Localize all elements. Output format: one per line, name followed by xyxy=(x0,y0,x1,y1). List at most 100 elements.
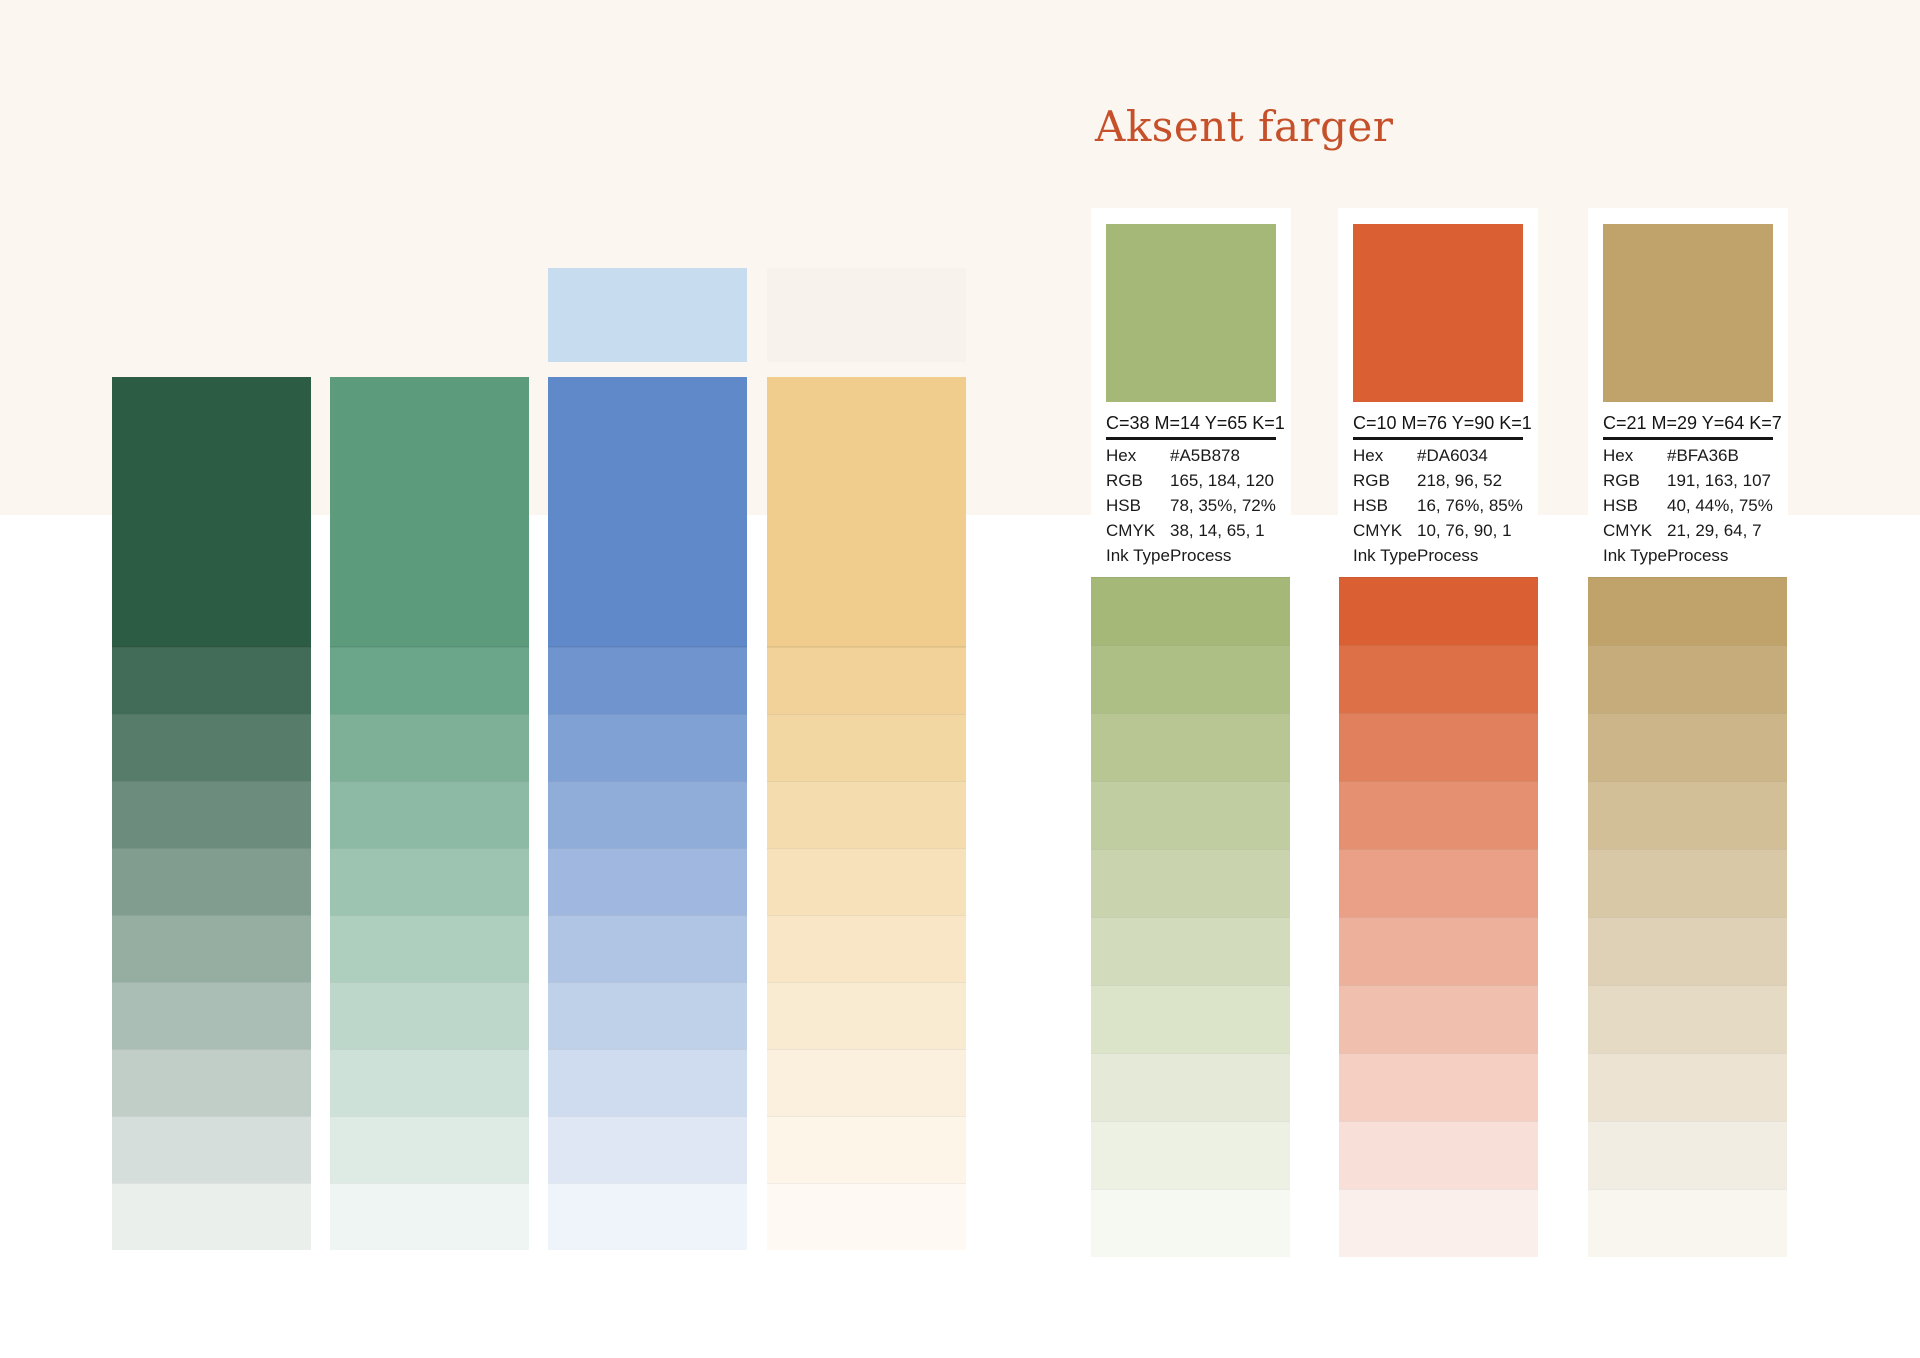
tint-swatch xyxy=(767,915,966,982)
palette-column-dark-green xyxy=(112,0,311,1358)
tint-swatch xyxy=(330,915,529,982)
tint-swatch xyxy=(330,1183,529,1250)
green-main-swatch xyxy=(330,377,529,647)
accent-orange-swatch xyxy=(1353,224,1523,402)
tint-swatch xyxy=(1339,713,1538,781)
tint-swatch xyxy=(767,1049,966,1116)
spec-row: HSB 16, 76%, 85% xyxy=(1353,493,1523,518)
tint-swatch xyxy=(330,848,529,915)
spec-value: #BFA36B xyxy=(1667,446,1739,465)
tint-swatch xyxy=(112,982,311,1049)
cmyk-header: C=10 M=76 Y=90 K=1 xyxy=(1353,413,1532,440)
tint-swatch xyxy=(1091,713,1290,781)
tint-swatch xyxy=(112,647,311,714)
spec-label: RGB xyxy=(1353,471,1390,490)
accent-green-swatch xyxy=(1106,224,1276,402)
tint-swatch xyxy=(112,848,311,915)
accent-tan-swatch xyxy=(1603,224,1773,402)
tint-swatch xyxy=(1091,985,1290,1053)
tint-swatch xyxy=(1588,713,1787,781)
tint-swatch xyxy=(1091,1053,1290,1121)
accent-green-tint-scale xyxy=(1091,577,1290,1257)
cmyk-header: C=21 M=29 Y=64 K=7 xyxy=(1603,413,1782,440)
tint-swatch xyxy=(1339,985,1538,1053)
spec-row: RGB 218, 96, 52 xyxy=(1353,468,1523,493)
tint-swatch xyxy=(548,714,747,781)
spec-value: #A5B878 xyxy=(1170,446,1240,465)
blue-main-swatch xyxy=(548,377,747,647)
spec-value: 78, 35%, 72% xyxy=(1170,496,1276,515)
accent-orange-tint-scale xyxy=(1339,577,1538,1257)
tint-swatch xyxy=(330,1049,529,1116)
green-tint-scale xyxy=(330,647,529,1250)
accent-tan-tint-scale xyxy=(1588,577,1787,1257)
tint-swatch xyxy=(548,1049,747,1116)
color-spec-table: Hex #DA6034 RGB 218, 96, 52 HSB 16, 76%, 85% C… xyxy=(1353,443,1523,568)
palette-column-green xyxy=(330,0,529,1358)
spec-label: RGB xyxy=(1106,471,1143,490)
tint-swatch xyxy=(1588,645,1787,713)
yellow-tint-scale xyxy=(767,647,966,1250)
spec-row: Hex #DA6034 xyxy=(1353,443,1523,468)
spec-row: CMYK 21, 29, 64, 7 xyxy=(1603,518,1773,543)
tint-swatch xyxy=(1339,849,1538,917)
spec-value: 191, 163, 107 xyxy=(1667,471,1771,490)
spec-value: 165, 184, 120 xyxy=(1170,471,1274,490)
spec-row: RGB 165, 184, 120 xyxy=(1106,468,1276,493)
tint-swatch xyxy=(767,647,966,714)
spec-row: Hex #BFA36B xyxy=(1603,443,1773,468)
tint-swatch xyxy=(1588,781,1787,849)
spec-label: Hex xyxy=(1603,446,1634,465)
dark-green-main-swatch xyxy=(112,377,311,647)
spec-value: 40, 44%, 75% xyxy=(1667,496,1773,515)
tint-swatch xyxy=(1339,1053,1538,1121)
spec-value: 16, 76%, 85% xyxy=(1417,496,1523,515)
page-title: Aksent farger xyxy=(1095,102,1394,151)
accent-card-green: C=38 M=14 Y=65 K=1 Hex #A5B878 RGB 165, 184… xyxy=(1091,208,1291,576)
tint-swatch xyxy=(548,1183,747,1250)
tint-swatch xyxy=(112,1116,311,1183)
yellow-main-swatch xyxy=(767,377,966,647)
spec-label: CMYK xyxy=(1603,521,1653,540)
tint-swatch xyxy=(1339,577,1538,645)
cmyk-header: C=38 M=14 Y=65 K=1 xyxy=(1106,413,1285,440)
tint-swatch xyxy=(330,714,529,781)
tint-swatch xyxy=(1091,645,1290,713)
spec-label: HSB xyxy=(1353,496,1388,515)
tint-swatch xyxy=(1091,849,1290,917)
tint-swatch xyxy=(1588,917,1787,985)
spec-value: Process xyxy=(1170,546,1232,565)
spec-row: HSB 40, 44%, 75% xyxy=(1603,493,1773,518)
tint-swatch xyxy=(330,647,529,714)
spec-label: RGB xyxy=(1603,471,1640,490)
blue-tint-scale xyxy=(548,647,747,1250)
tint-swatch xyxy=(112,915,311,982)
color-spec-table: Hex #A5B878 RGB 165, 184, 120 HSB 78, 35%, 72… xyxy=(1106,443,1276,568)
spec-label: Hex xyxy=(1106,446,1137,465)
tint-swatch xyxy=(1339,645,1538,713)
tint-swatch xyxy=(548,1116,747,1183)
off-white-swatch xyxy=(767,268,966,362)
tint-swatch xyxy=(112,1183,311,1250)
tint-swatch xyxy=(1588,1121,1787,1189)
tint-swatch xyxy=(1091,577,1290,645)
spec-row: CMYK 38, 14, 65, 1 xyxy=(1106,518,1276,543)
spec-row: RGB 191, 163, 107 xyxy=(1603,468,1773,493)
tint-swatch xyxy=(548,781,747,848)
tint-swatch xyxy=(1588,849,1787,917)
tint-swatch xyxy=(767,714,966,781)
tint-swatch xyxy=(112,781,311,848)
tint-swatch xyxy=(1339,917,1538,985)
spec-row: Hex #A5B878 xyxy=(1106,443,1276,468)
spec-row: Ink Type Process xyxy=(1106,543,1276,568)
spec-label: Ink Type xyxy=(1603,546,1667,565)
spec-value: Process xyxy=(1417,546,1479,565)
spec-row: Ink Type Process xyxy=(1603,543,1773,568)
tint-swatch xyxy=(1339,1121,1538,1189)
spec-label: CMYK xyxy=(1353,521,1403,540)
spec-label: Hex xyxy=(1353,446,1384,465)
tint-swatch xyxy=(767,781,966,848)
tint-swatch xyxy=(330,982,529,1049)
spec-value: 10, 76, 90, 1 xyxy=(1417,521,1512,540)
